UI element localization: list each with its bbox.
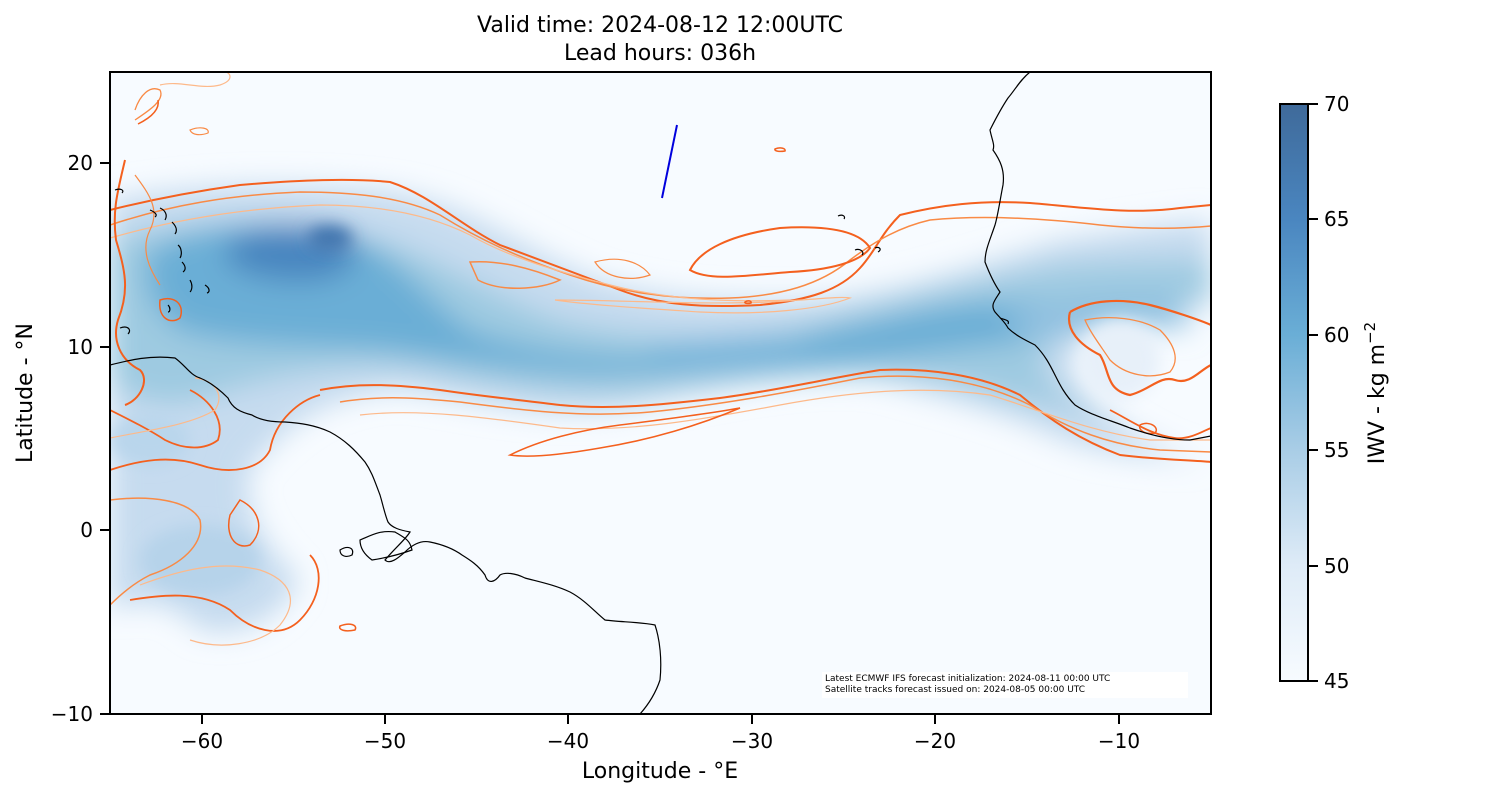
x-axis-label: Longitude - °E xyxy=(582,759,738,784)
credits-line-tracks: Satellite tracks forecast issued on: 202… xyxy=(825,685,1086,695)
colorbar-tick-label: 55 xyxy=(1324,438,1349,462)
x-tick-label: −50 xyxy=(364,729,406,753)
title-valid-time: Valid time: 2024-08-12 12:00UTC xyxy=(477,13,843,38)
title-lead-hours: Lead hours: 036h xyxy=(563,41,757,66)
x-axis: −60 −50 −40 −30 −20 −10 Longitude - °E xyxy=(181,714,1140,784)
y-axis-label: Latitude - °N xyxy=(13,323,38,463)
iwv-field xyxy=(110,184,1211,633)
plot-frame xyxy=(109,71,1212,715)
coastlines xyxy=(110,72,1211,714)
x-tick-label: −60 xyxy=(181,729,223,753)
y-axis: 20 10 0 −10 Latitude - °N xyxy=(13,151,110,726)
iwv-contours xyxy=(110,72,1211,646)
forecast-credits: Latest ECMWF IFS forecast initialization… xyxy=(822,672,1188,698)
colorbar-tick-label: 60 xyxy=(1324,323,1349,347)
credits-line-init: Latest ECMWF IFS forecast initialization… xyxy=(825,674,1111,684)
colorbar: 70 65 60 55 50 45 IWV - kg m−2 xyxy=(1279,92,1390,693)
satellite-track xyxy=(661,124,678,199)
colorbar-label: IWV - kg m−2 xyxy=(1361,322,1390,464)
colorbar-tick-label: 65 xyxy=(1324,207,1349,231)
x-tick-label: −40 xyxy=(547,729,589,753)
x-tick-label: −10 xyxy=(1098,729,1140,753)
colorbar-tick-label: 50 xyxy=(1324,554,1349,578)
colorbar-tick-label: 70 xyxy=(1324,92,1349,116)
y-tick-label: 20 xyxy=(68,151,93,175)
y-tick-label: 10 xyxy=(68,335,93,359)
x-tick-label: −20 xyxy=(914,729,956,753)
y-tick-label: 0 xyxy=(80,518,93,542)
y-tick-label: −10 xyxy=(51,702,93,726)
colorbar-gradient xyxy=(1279,103,1309,682)
colorbar-tick-label: 45 xyxy=(1324,669,1349,693)
x-tick-label: −30 xyxy=(731,729,773,753)
